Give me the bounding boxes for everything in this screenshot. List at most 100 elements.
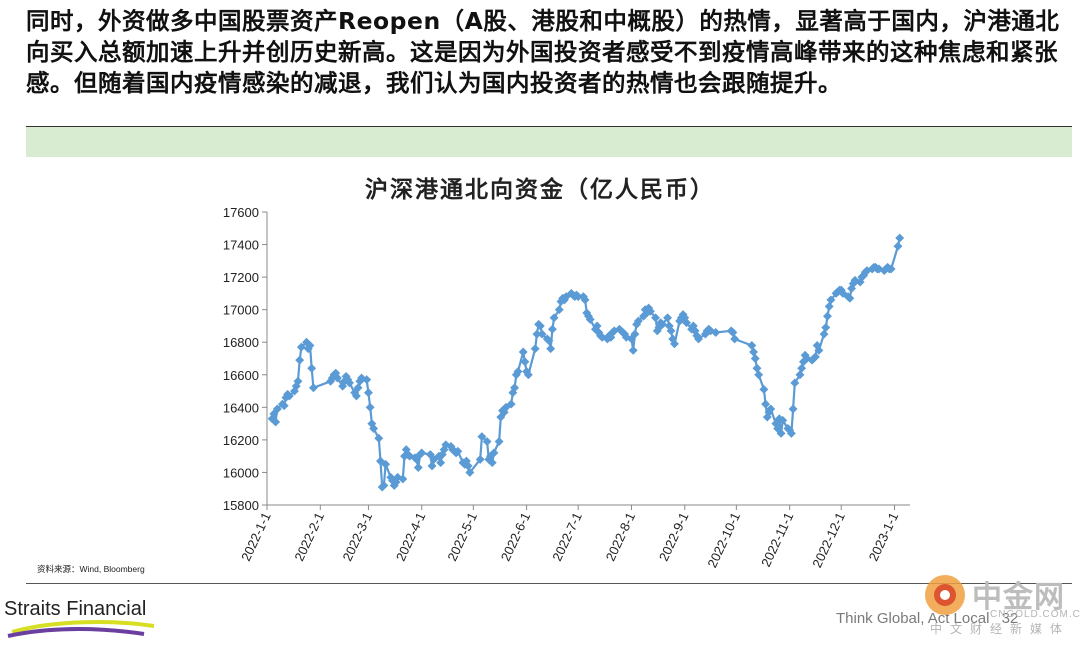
data-point — [711, 327, 721, 338]
data-point — [778, 415, 788, 425]
data-point — [752, 363, 762, 373]
data-point — [489, 448, 499, 458]
data-point — [510, 383, 520, 393]
data-point — [520, 357, 530, 367]
data-point — [730, 334, 740, 344]
data-point — [821, 323, 831, 333]
y-tick-label: 16800 — [223, 335, 259, 350]
data-point — [436, 458, 446, 468]
data-point — [606, 332, 616, 342]
data-point — [523, 370, 533, 380]
data-point — [761, 399, 771, 409]
data-point — [822, 311, 833, 321]
data-point — [296, 342, 306, 352]
data-point — [893, 241, 903, 251]
y-tick-label: 17400 — [223, 238, 259, 253]
data-point — [307, 363, 317, 373]
data-point — [814, 345, 824, 355]
data-point — [295, 355, 305, 365]
data-point — [645, 306, 655, 316]
data-point — [381, 459, 391, 469]
data-point — [633, 316, 643, 326]
data-point — [465, 467, 475, 477]
y-tick-label: 17000 — [223, 303, 259, 318]
data-point — [693, 334, 704, 344]
data-point — [272, 404, 282, 414]
y-tick-label: 16000 — [223, 465, 259, 480]
data-point — [750, 353, 760, 364]
intro-paragraph: 同时，外资做多中国股票资产Reopen（A股、港股和中概股）的热情，显著高于国内… — [26, 7, 1060, 97]
brand-logo: Straits Financial — [4, 598, 147, 620]
y-tick-label: 16600 — [223, 368, 259, 383]
data-point — [305, 340, 315, 351]
data-point — [413, 463, 423, 473]
x-tick-label: 2022-12-1 — [809, 510, 848, 570]
watermark-url: CNGOLD.COM.CN — [990, 609, 1080, 620]
data-point — [530, 344, 540, 354]
data-point — [824, 301, 834, 311]
y-tick-label: 16200 — [223, 433, 259, 448]
divider-top — [26, 126, 1072, 127]
data-point — [477, 432, 487, 442]
data-point — [284, 391, 294, 401]
logo-swoosh-icon — [7, 620, 155, 638]
y-tick-label: 15800 — [223, 498, 259, 513]
x-tick-label: 2022-6-1 — [498, 510, 534, 564]
data-point — [506, 399, 516, 409]
data-point — [628, 345, 638, 355]
data-point — [365, 402, 375, 412]
data-point — [475, 454, 485, 464]
data-point — [657, 319, 667, 329]
data-point — [487, 458, 497, 468]
data-point — [453, 446, 463, 456]
data-point — [681, 318, 692, 328]
x-tick-label: 2022-2-1 — [291, 510, 327, 564]
watermark-slogan: 中文财经新媒体 — [930, 622, 1071, 636]
data-point — [754, 370, 764, 380]
data-point — [362, 375, 372, 385]
data-point — [271, 417, 281, 427]
data-point — [788, 404, 798, 414]
x-tick-label: 2022-4-1 — [393, 510, 429, 564]
x-tick-label: 2023-1-1 — [866, 510, 902, 564]
y-tick-label: 17600 — [223, 205, 259, 220]
data-point — [669, 339, 680, 349]
data-point — [810, 352, 820, 362]
data-point — [797, 363, 807, 373]
data-point — [398, 474, 408, 484]
data-point — [666, 326, 676, 336]
data-point — [650, 313, 661, 323]
data-point — [344, 378, 355, 388]
data-point — [535, 321, 545, 331]
data-point — [845, 293, 855, 303]
data-point — [293, 376, 303, 386]
y-tick-label: 16400 — [223, 400, 259, 415]
data-point — [663, 313, 673, 323]
x-tick-label: 2022-3-1 — [340, 510, 376, 564]
series-northbound-funds — [267, 233, 905, 492]
data-point — [546, 344, 556, 354]
data-point — [279, 401, 289, 411]
data-point — [363, 388, 373, 398]
data-point — [513, 366, 523, 377]
data-point — [379, 480, 389, 491]
watermark-name: 中金网 — [972, 580, 1065, 615]
x-tick-label: 2022-9-1 — [656, 510, 692, 564]
data-point — [554, 305, 564, 315]
data-point — [585, 314, 595, 324]
data-point — [308, 383, 318, 393]
data-point — [482, 436, 492, 447]
data-point — [332, 373, 343, 383]
data-point — [759, 384, 769, 394]
data-point — [518, 347, 528, 357]
source-note: 资料来源：Wind, Bloomberg — [37, 564, 145, 574]
data-point — [621, 332, 631, 342]
data-point — [549, 313, 559, 323]
data-point — [786, 428, 796, 438]
data-point — [417, 448, 427, 458]
data-point — [374, 433, 384, 443]
data-point — [427, 461, 437, 471]
data-point — [544, 336, 554, 346]
data-point — [494, 436, 504, 447]
